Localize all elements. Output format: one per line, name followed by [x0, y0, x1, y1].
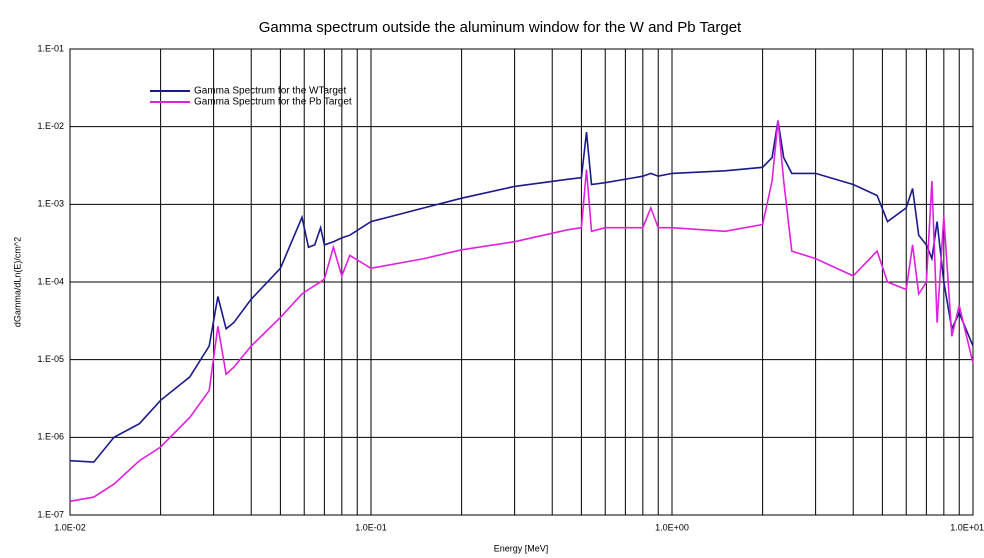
y-tick-label: 1.E-06 — [37, 432, 64, 442]
legend-label: Gamma Spectrum for the WTarget — [194, 86, 346, 97]
x-axis-label: Energy [MeV] — [494, 543, 549, 553]
y-tick-label: 1.E-03 — [37, 199, 64, 209]
legend-label: Gamma Spectrum for the Pb Target — [194, 97, 352, 108]
y-axis-label: dGamma/dLn(E)/cm^2 — [12, 237, 22, 327]
chart-title: Gamma spectrum outside the aluminum wind… — [259, 19, 742, 36]
x-tick-label: 1.0E+00 — [655, 522, 689, 532]
line-series — [69, 120, 974, 503]
x-tick-label: 1.0E-01 — [355, 522, 387, 532]
x-tick-label: 1.0E-02 — [54, 522, 86, 532]
x-tick-label: 1.0E+01 — [950, 522, 984, 532]
y-tick-label: 1.E-04 — [37, 276, 64, 286]
y-tick-label: 1.E-07 — [37, 509, 64, 519]
y-tick-label: 1.E-05 — [37, 354, 64, 364]
line-series — [69, 120, 974, 463]
y-tick-label: 1.E-01 — [37, 43, 64, 53]
y-tick-label: 1.E-02 — [37, 121, 64, 131]
